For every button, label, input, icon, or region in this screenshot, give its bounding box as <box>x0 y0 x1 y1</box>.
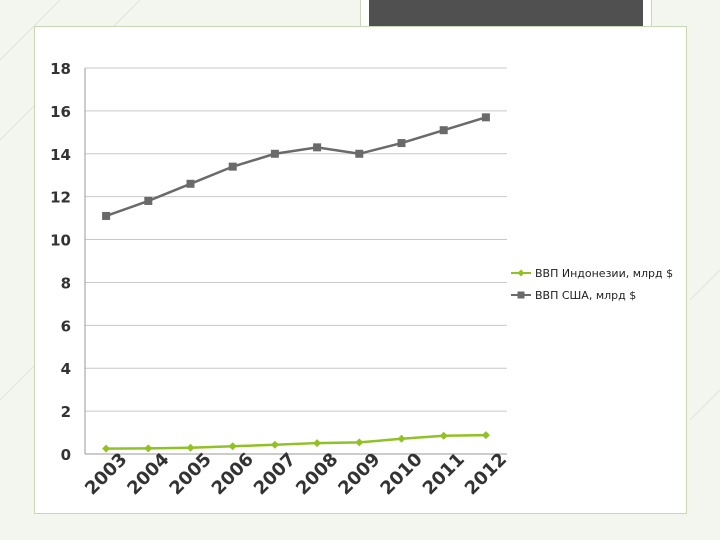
x-tick-label: 2009 <box>334 449 384 499</box>
x-tick-label: 2010 <box>376 449 426 499</box>
series-line <box>105 116 487 218</box>
legend-marker <box>517 269 525 277</box>
data-point <box>228 162 237 171</box>
data-point <box>481 113 490 122</box>
y-tick-label: 16 <box>50 103 71 121</box>
x-tick-label: 2007 <box>250 449 300 499</box>
x-tick-label: 2008 <box>292 449 342 499</box>
y-tick-label: 4 <box>61 360 71 378</box>
data-point <box>102 211 111 220</box>
data-point <box>439 431 448 440</box>
data-point <box>355 149 364 158</box>
legend-marker <box>517 291 525 299</box>
data-point <box>397 434 406 443</box>
data-point <box>355 438 364 447</box>
y-tick-label: 6 <box>61 317 71 335</box>
data-point <box>313 143 322 152</box>
y-tick-label: 18 <box>50 60 71 78</box>
line-chart: 0246810121416182003200420052006200720082… <box>50 60 673 499</box>
y-tick-label: 14 <box>50 146 71 164</box>
x-tick-label: 2006 <box>208 449 258 499</box>
data-point <box>228 442 237 451</box>
x-tick-label: 2005 <box>165 449 215 499</box>
x-tick-label: 2012 <box>461 449 511 499</box>
data-point <box>144 196 153 205</box>
y-tick-label: 10 <box>50 232 71 250</box>
y-tick-label: 12 <box>50 189 71 207</box>
legend-label: ВВП США, млрд $ <box>535 289 636 302</box>
chart-panel: 0 2 4 6 8 10 12 14 16 18 2003 2004 2005 2006 2007 2008 2… <box>34 26 687 514</box>
series-line <box>106 433 486 450</box>
x-tick-label: 2011 <box>419 449 469 499</box>
data-point <box>270 440 279 449</box>
data-point <box>313 439 322 448</box>
data-point <box>102 444 111 453</box>
x-tick-label: 2004 <box>123 449 173 499</box>
x-tick-label: 2003 <box>81 449 131 499</box>
y-tick-label: 8 <box>61 274 71 292</box>
data-point <box>144 444 153 453</box>
data-point <box>439 126 448 135</box>
legend-label: ВВП Индонезии, млрд $ <box>535 267 673 280</box>
y-tick-label: 0 <box>61 446 71 464</box>
data-point <box>397 139 406 148</box>
data-point <box>186 443 195 452</box>
data-point <box>481 431 490 440</box>
data-point <box>186 179 195 188</box>
y-tick-label: 2 <box>61 403 71 421</box>
data-point <box>270 149 279 158</box>
